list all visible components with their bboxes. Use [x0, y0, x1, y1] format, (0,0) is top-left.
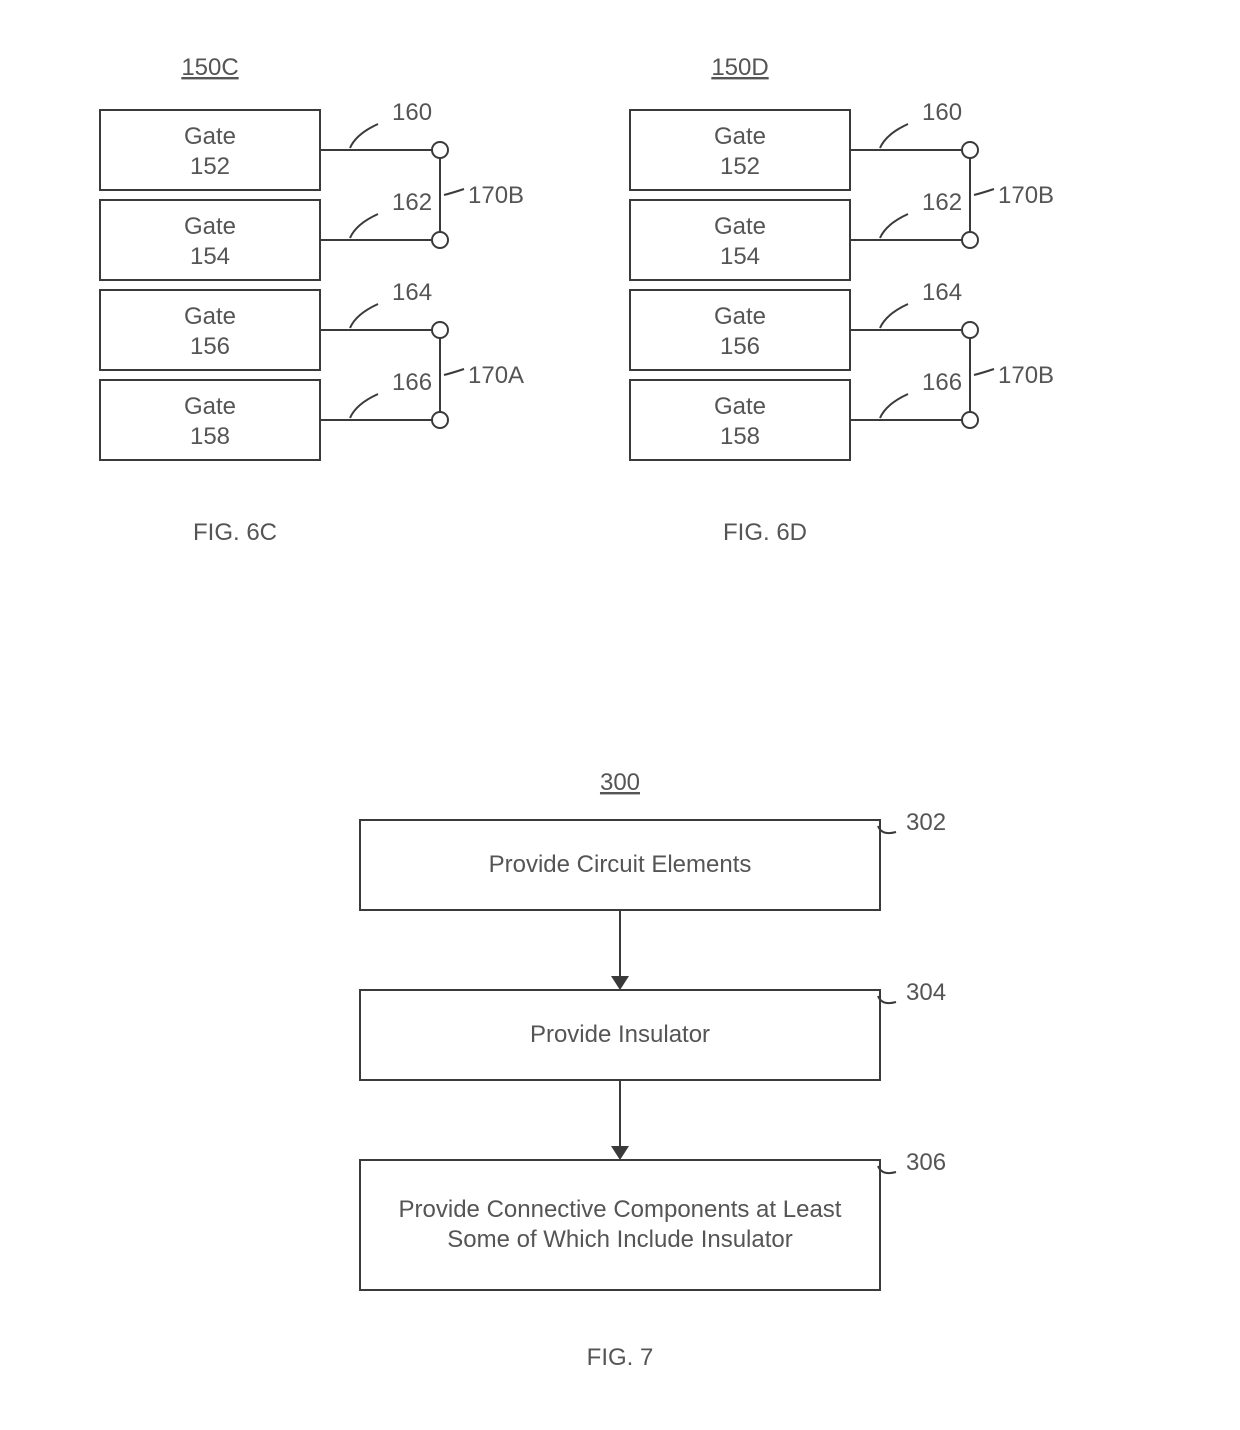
lead-node: [432, 322, 448, 338]
lead-node: [962, 142, 978, 158]
lead-ref-label: 162: [922, 189, 962, 216]
gate-label-bot: 158: [190, 423, 230, 450]
flow-title: 300: [600, 769, 640, 796]
connector-ref-tick: [444, 369, 464, 375]
connector-ref-label: 170B: [998, 182, 1054, 209]
gate-label-top: Gate: [184, 303, 236, 330]
figure-caption: FIG. 6D: [723, 519, 807, 546]
connector-ref-tick: [974, 369, 994, 375]
lead-node: [962, 322, 978, 338]
lead-node: [432, 412, 448, 428]
lead-ref-label: 160: [392, 99, 432, 126]
flow-step-text: Provide Connective Components at Least: [399, 1196, 842, 1223]
lead-node: [432, 232, 448, 248]
lead-ref-tick: [880, 214, 908, 238]
gate-label-bot: 154: [720, 243, 760, 270]
gate-label-bot: 156: [190, 333, 230, 360]
gate-label-top: Gate: [184, 393, 236, 420]
lead-ref-label: 164: [922, 279, 962, 306]
connector-ref-tick: [974, 189, 994, 195]
flow-step-text: Provide Insulator: [530, 1021, 710, 1048]
gate-label-top: Gate: [184, 213, 236, 240]
gate-label-bot: 158: [720, 423, 760, 450]
connector-ref-label: 170A: [468, 362, 524, 389]
flow-step-ref: 306: [906, 1149, 946, 1176]
lead-ref-label: 164: [392, 279, 432, 306]
connector-ref-tick: [444, 189, 464, 195]
lead-ref-tick: [880, 394, 908, 418]
gate-label-top: Gate: [184, 123, 236, 150]
gate-label-top: Gate: [714, 393, 766, 420]
lead-ref-tick: [350, 304, 378, 328]
flow-step-ref: 302: [906, 809, 946, 836]
gate-label-bot: 156: [720, 333, 760, 360]
gate-label-top: Gate: [714, 123, 766, 150]
lead-ref-tick: [350, 214, 378, 238]
figure-caption: FIG. 7: [587, 1344, 654, 1371]
lead-ref-tick: [880, 124, 908, 148]
lead-ref-label: 166: [392, 369, 432, 396]
lead-ref-label: 160: [922, 99, 962, 126]
group-title: 150D: [711, 54, 768, 81]
flow-arrow-head: [611, 976, 629, 990]
flow-step-box: [360, 1160, 880, 1290]
gate-label-top: Gate: [714, 213, 766, 240]
connector-ref-label: 170B: [998, 362, 1054, 389]
lead-node: [432, 142, 448, 158]
flow-step-text: Some of Which Include Insulator: [447, 1226, 793, 1253]
group-title: 150C: [181, 54, 238, 81]
lead-ref-label: 166: [922, 369, 962, 396]
connector-ref-label: 170B: [468, 182, 524, 209]
flow-arrow-head: [611, 1146, 629, 1160]
flow-step-ref: 304: [906, 979, 946, 1006]
lead-node: [962, 232, 978, 248]
gate-label-top: Gate: [714, 303, 766, 330]
lead-ref-tick: [880, 304, 908, 328]
lead-ref-tick: [350, 394, 378, 418]
lead-ref-label: 162: [392, 189, 432, 216]
lead-ref-tick: [350, 124, 378, 148]
gate-label-bot: 154: [190, 243, 230, 270]
flow-step-text: Provide Circuit Elements: [489, 851, 752, 878]
gate-label-bot: 152: [190, 153, 230, 180]
figure-caption: FIG. 6C: [193, 519, 277, 546]
lead-node: [962, 412, 978, 428]
gate-label-bot: 152: [720, 153, 760, 180]
